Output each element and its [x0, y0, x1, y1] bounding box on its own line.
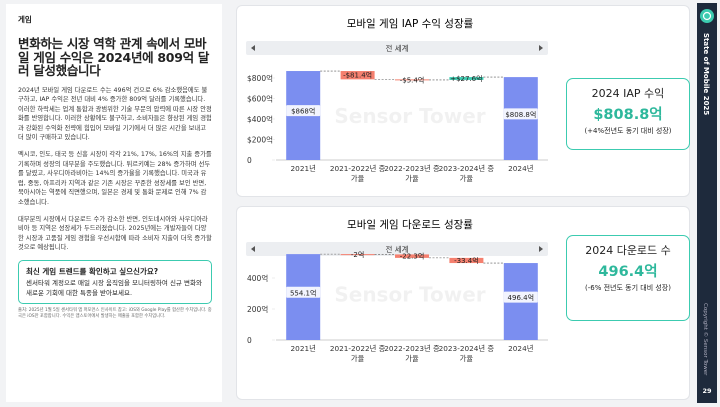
watermark: Sensor Tower — [334, 283, 485, 307]
logo-mark — [702, 11, 712, 21]
bar — [449, 257, 484, 264]
y-tick-label: 200억 — [247, 305, 268, 314]
filter-bar — [246, 41, 548, 55]
prev-arrow — [251, 45, 255, 51]
value-label: -$81.4억 — [343, 72, 372, 80]
x-tick-label: 2023-2024년 증가율 — [438, 344, 495, 363]
x-tick-label: 2021-2022년 증가율 — [329, 164, 386, 183]
paragraph: 2024년 모바일 게임 다운로드 수는 496억 건으로 6% 감소했음에도 … — [18, 86, 212, 142]
watermark: Sensor Tower — [334, 104, 485, 128]
callout-text: 센서타워 계정으로 매일 시장 움직임을 모니터링하여 신규 변화와 새로운 기… — [26, 279, 202, 297]
x-tick-label: 2021-2022년 증가율 — [329, 344, 386, 363]
value-label: -22.3억 — [400, 253, 425, 261]
filter-bar — [246, 242, 548, 256]
next-arrow — [539, 45, 543, 51]
paragraph: 멕시코, 인도, 태국 등 신흥 시장이 각각 21%, 17%, 16%의 지… — [18, 151, 212, 207]
value-label: +$27.6억 — [450, 75, 482, 83]
x-tick-label: 2021년 — [290, 164, 316, 173]
bar — [395, 254, 429, 258]
filter-label: 전 세계 — [385, 43, 408, 53]
value-label: 496.4억 — [508, 294, 534, 302]
chart-title: 모바일 게임 IAP 수익 성장률 — [347, 17, 474, 30]
y-tick-label: $600억 — [247, 95, 273, 104]
chart-title: 모바일 게임 다운로드 성장률 — [347, 218, 473, 231]
summary-value: 496.4억 — [598, 264, 658, 280]
summary-note: (-6% 전년도 동기 대비 성장) — [585, 284, 671, 292]
bar — [449, 77, 484, 80]
label-bg — [503, 291, 538, 303]
summary-box: 2024 IAP 수익 $808.8억 (+4%전년도 동기 대비 성장) — [566, 78, 690, 150]
value-label: $868억 — [291, 108, 315, 116]
label-bg — [286, 286, 321, 298]
summary-box: 2024 다운로드 수 496.4억 (-6% 전년도 동기 대비 성장) — [566, 235, 690, 321]
value-label: -2억 — [351, 251, 364, 259]
y-tick-label: $200억 — [247, 136, 273, 145]
value-label: -33.4억 — [454, 257, 479, 265]
callout-box: 최신 게임 트렌드를 확인하고 싶으신가요? 센서타워 계정으로 매일 시장 움… — [18, 260, 212, 304]
bar — [340, 71, 375, 80]
next-arrow — [539, 246, 543, 252]
label-bg — [286, 105, 321, 117]
paragraph: 대부분의 시장에서 다운로드 수가 감소한 반면, 인도네시아와 사우디아라비아… — [18, 215, 212, 252]
x-tick-label: 2024년 — [508, 344, 534, 353]
copyright: Copyright © Sensor Tower — [702, 303, 709, 376]
logo — [700, 9, 714, 23]
bar — [395, 79, 429, 81]
sidebar-art: State of Mobile 2025 Copyright © Sensor … — [700, 9, 714, 395]
sidebar: State of Mobile 2025 Copyright © Sensor … — [697, 3, 717, 403]
page-number: 29 — [702, 387, 712, 395]
text-panel: 게임 변화하는 시장 역학 관계 속에서 모바일 게임 수익은 2024년에 8… — [6, 4, 222, 402]
summary-title: 2024 IAP 수익 — [591, 87, 665, 100]
value-label: -$5.4억 — [400, 76, 425, 84]
value-label: $808.8억 — [505, 111, 536, 119]
y-tick-label: $400억 — [247, 115, 273, 124]
summary-note: (+4%전년도 동기 대비 성장) — [584, 127, 672, 135]
bar — [340, 254, 375, 256]
y-tick-label: 0 — [247, 156, 252, 165]
y-tick-label: $800억 — [247, 74, 273, 83]
x-tick-label: 2023-2024년 증가율 — [438, 164, 495, 183]
prev-arrow — [251, 246, 255, 252]
value-label: 554.1억 — [290, 289, 316, 297]
summary-title: 2024 다운로드 수 — [585, 244, 671, 257]
x-tick-label: 2021년 — [290, 344, 316, 353]
filter-label: 전 세계 — [385, 244, 408, 254]
x-tick-label: 2022-2023년 증가율 — [384, 164, 440, 183]
x-tick-label: 2024년 — [508, 164, 534, 173]
x-tick-label: 2022-2023년 증가율 — [384, 344, 440, 363]
label-bg — [503, 108, 538, 120]
y-tick-label: 0 — [247, 336, 252, 345]
y-tick-label: 400억 — [247, 274, 268, 283]
callout-title: 최신 게임 트렌드를 확인하고 싶으신가요? — [26, 267, 159, 276]
sidebar-title: State of Mobile 2025 — [702, 33, 710, 115]
footnote: 출처: 2025년 1월 5일 센서타워 앱 퍼포먼스 인사이트 참고: iOS… — [18, 308, 212, 319]
heading: 변화하는 시장 역학 관계 속에서 모바일 게임 수익은 2024년에 809억… — [18, 36, 210, 78]
summary-value: $808.8억 — [593, 107, 663, 123]
section-label: 게임 — [18, 15, 32, 24]
